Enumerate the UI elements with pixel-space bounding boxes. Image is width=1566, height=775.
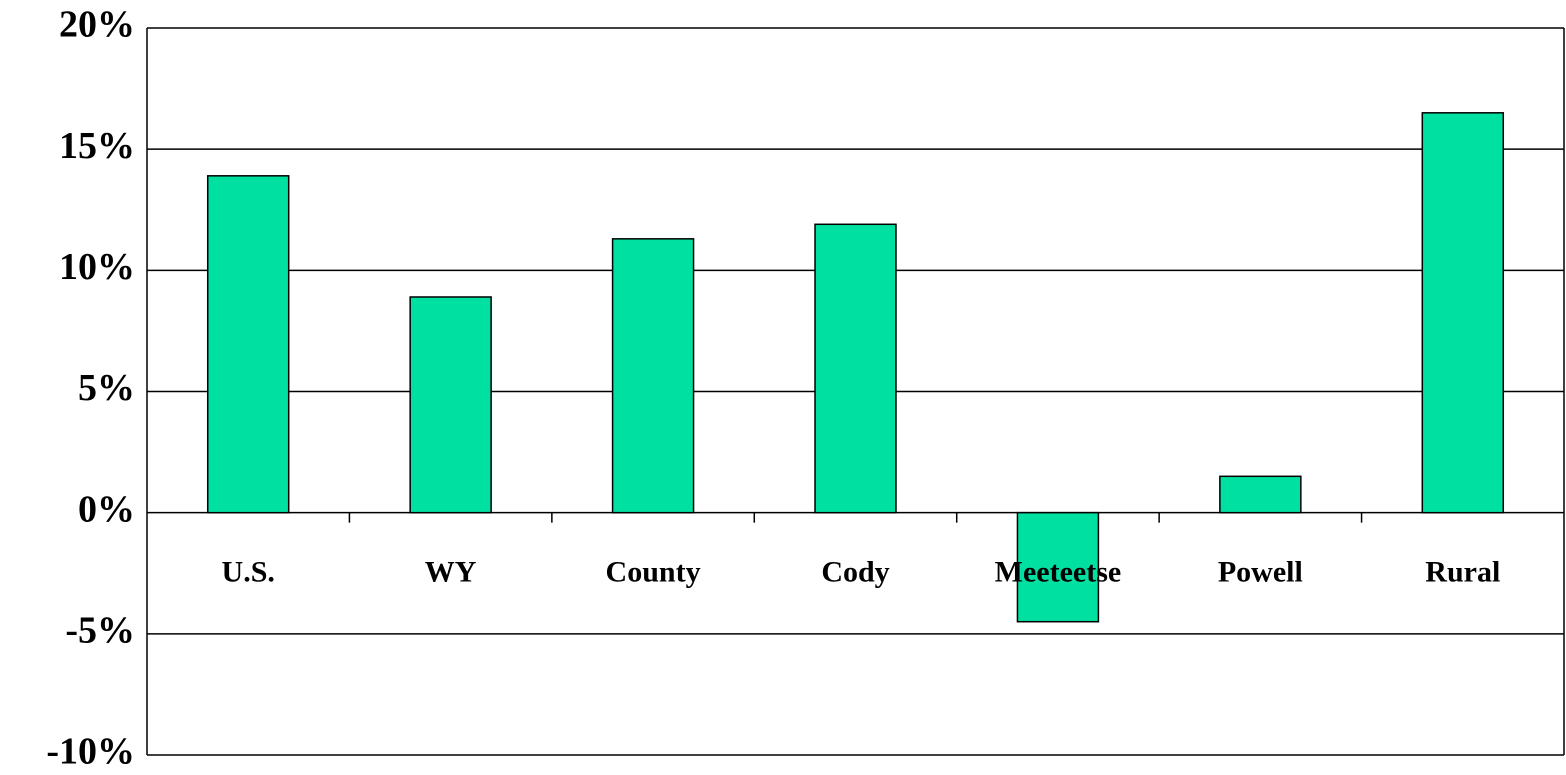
- bar: [814, 223, 897, 514]
- x-tick-label: Cody: [821, 556, 889, 589]
- y-tick-label: 15%: [59, 125, 135, 167]
- bar: [409, 296, 492, 514]
- x-tick-label: U.S.: [222, 556, 275, 589]
- y-tick-label: 5%: [78, 367, 135, 409]
- y-tick-label: 10%: [59, 246, 135, 288]
- y-tick-label: 20%: [59, 4, 135, 46]
- y-tick-label: 0%: [78, 488, 135, 530]
- bar: [1016, 511, 1100, 623]
- y-tick-label: -5%: [65, 610, 135, 652]
- bar: [206, 175, 290, 514]
- x-tick-label: Meeteetse: [995, 556, 1122, 589]
- x-tick-label: Rural: [1425, 556, 1500, 589]
- bar: [1421, 112, 1505, 514]
- x-tick-label: Powell: [1218, 556, 1303, 589]
- y-tick-label: -10%: [46, 731, 135, 773]
- bar: [1219, 475, 1302, 514]
- x-tick-label: County: [606, 556, 701, 589]
- bar: [611, 238, 695, 514]
- x-tick-label: WY: [425, 556, 477, 589]
